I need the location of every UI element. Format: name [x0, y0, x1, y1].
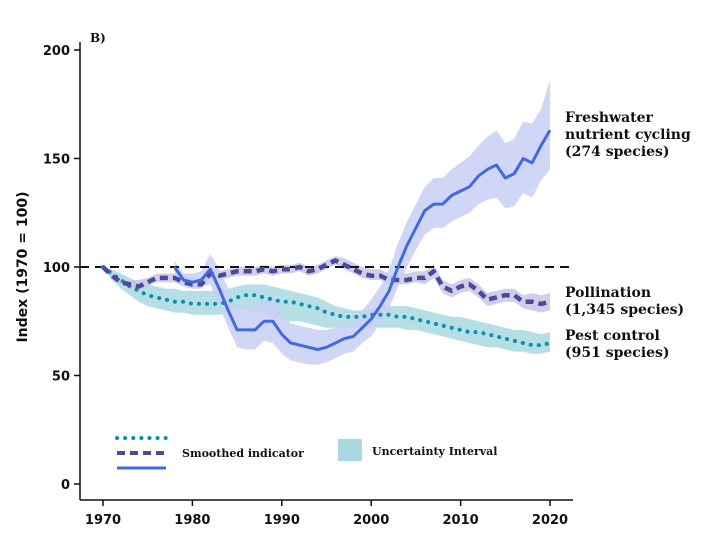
pollination-label-line: (1,345 species) — [565, 302, 684, 318]
pest-series-line — [101, 265, 552, 348]
legend-uncertainty-swatch — [338, 439, 362, 461]
freshwater-uncertainty-band — [174, 80, 550, 365]
series-lines — [101, 129, 552, 351]
legend-uncertainty-label: Uncertainty Interval — [372, 445, 498, 458]
legend: Smoothed indicator Uncertainty Interval — [115, 436, 498, 470]
pest-label-line: (951 species) — [565, 345, 670, 361]
freshwater-label-line: (274 species) — [565, 144, 670, 160]
freshwater-label-line: Freshwater — [565, 110, 654, 126]
freshwater-label-line: nutrient cycling — [565, 127, 691, 143]
x-tick-label: 1980 — [174, 513, 210, 528]
y-tick-label: 0 — [61, 478, 70, 493]
x-tick-label: 2010 — [443, 513, 479, 528]
x-tick-label: 1970 — [85, 513, 121, 528]
x-tick-label: 2000 — [353, 513, 389, 528]
axis-ticks: 0 50 100 150 200 1970 1980 1990 2000 2010 2020 — [43, 44, 568, 528]
y-axis-title: Index (1970 = 100) — [15, 191, 31, 342]
pest-label-line: Pest control — [565, 328, 660, 344]
y-tick-label: 50 — [52, 370, 70, 385]
axes — [79, 42, 573, 501]
pest-uncertainty-band — [103, 267, 550, 354]
uncertainty-bands — [103, 80, 550, 365]
y-tick-label: 200 — [43, 44, 70, 59]
pollination-label-line: Pollination — [565, 285, 651, 301]
x-tick-label: 1990 — [264, 513, 300, 528]
pollination-series-line — [101, 258, 551, 307]
y-tick-label: 100 — [43, 261, 70, 276]
y-tick-label: 150 — [43, 153, 70, 168]
freshwater-series-line — [173, 129, 552, 351]
x-tick-label: 2020 — [532, 513, 568, 528]
legend-smoothed-label: Smoothed indicator — [182, 447, 304, 460]
panel-label: B) — [90, 31, 106, 45]
